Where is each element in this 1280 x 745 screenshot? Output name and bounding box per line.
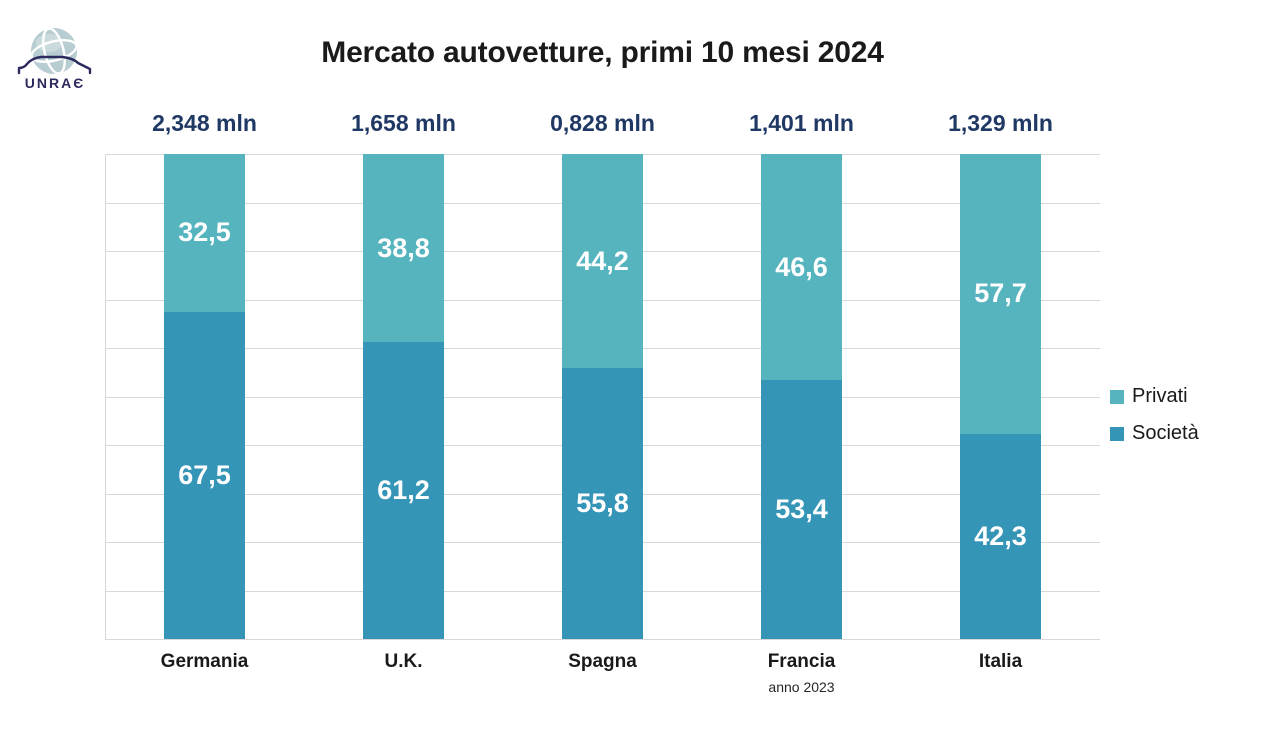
category-label-uk: U.K. [384,651,423,672]
car-silhouette-icon [17,55,92,75]
footnote-anno: anno 2023 [768,679,835,695]
segment-value-label: 67,5 [178,459,231,490]
bar-total-spagna: 0,828 mln [550,110,655,136]
bar-segment-societ-spagna: 55,8 [562,368,643,639]
bar-segment-privati-italia: 57,7 [960,154,1041,434]
bar-column-germania: 32,5 67,5 [164,154,245,639]
bar-segment-societ-uk: 61,2 [363,342,444,639]
bar-column-spagna: 44,2 55,8 [562,154,643,639]
y-axis-line [105,154,106,639]
segment-value-label: 44,2 [576,245,629,276]
bar-segment-privati-spagna: 44,2 [562,154,643,369]
segment-value-label: 46,6 [775,251,828,282]
legend-label: Privati [1132,385,1188,407]
chart-title: Mercato autovetture, primi 10 mesi 2024 [321,36,884,69]
category-label-spagna: Spagna [568,651,637,672]
bar-column-uk: 38,8 61,2 [363,154,444,639]
legend: Privati Società [1110,385,1199,445]
bar-column-italia: 57,7 42,3 [960,154,1041,639]
legend-swatch-icon [1110,426,1124,441]
segment-value-label: 32,5 [178,217,231,248]
bar-total-uk: 1,658 mln [351,110,456,136]
category-label-francia: Francia [767,651,836,672]
legend-item-societ: Società [1110,422,1199,445]
segment-value-label: 55,8 [576,488,629,519]
bar-column-francia: 46,6 53,4 [761,154,842,639]
logo-text: UNRAЄ [25,75,85,91]
unrae-logo: UNRAЄ [17,27,92,91]
gridline [105,639,1100,640]
legend-swatch-icon [1110,389,1124,404]
segment-value-label: 57,7 [974,278,1027,309]
segment-value-label: 61,2 [377,475,430,506]
bar-segment-societ-francia: 53,4 [761,380,842,639]
bar-segment-societ-germania: 67,5 [164,311,245,639]
bar-total-francia: 1,401 mln [749,110,854,136]
bar-total-italia: 1,329 mln [948,110,1053,136]
category-label-italia: Italia [978,651,1023,672]
segment-value-label: 38,8 [377,232,430,263]
segment-value-label: 53,4 [775,493,828,524]
bar-segment-societ-italia: 42,3 [960,433,1041,639]
category-label-germania: Germania [160,651,249,672]
bar-total-germania: 2,348 mln [152,110,257,136]
segment-value-label: 42,3 [974,520,1027,551]
bar-segment-privati-francia: 46,6 [761,154,842,380]
bar-segment-privati-germania: 32,5 [164,154,245,312]
bar-segment-privati-uk: 38,8 [363,154,444,343]
legend-item-privati: Privati [1110,385,1199,408]
legend-label: Società [1132,422,1199,444]
